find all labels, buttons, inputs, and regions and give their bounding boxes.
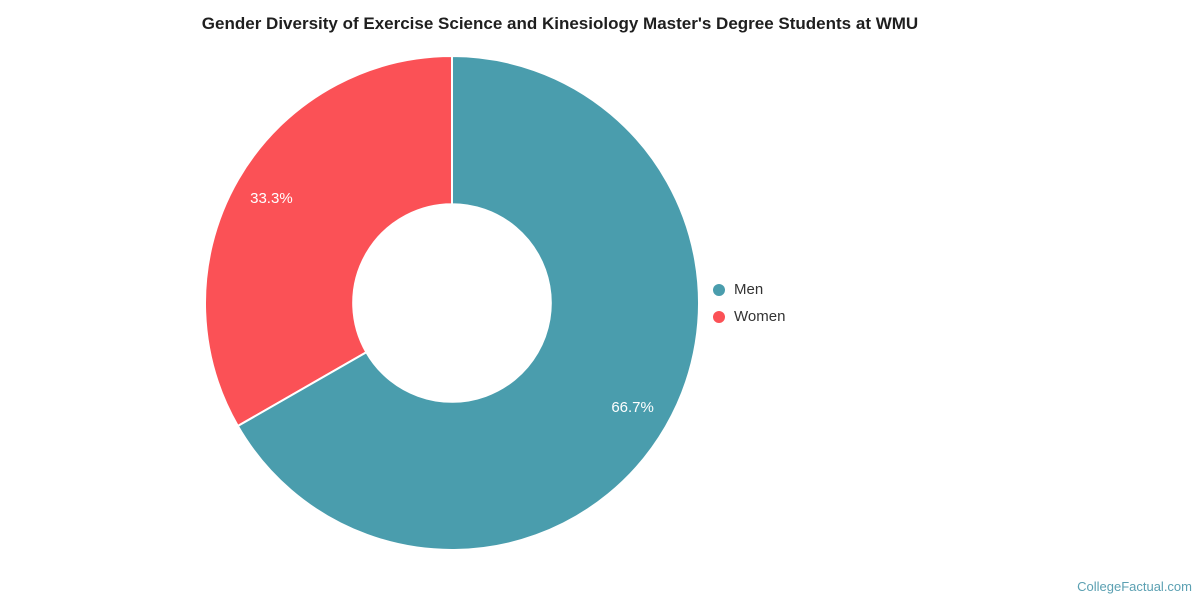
legend-label-men: Men [734, 281, 764, 298]
circle-marker-icon [713, 283, 725, 296]
legend-item-men[interactable]: Men [713, 276, 785, 303]
legend: Men Women [713, 276, 785, 330]
legend-label-women: Women [734, 308, 786, 325]
legend-marker-men-icon [713, 283, 725, 296]
pie-slice-women[interactable] [204, 55, 453, 428]
legend-item-women[interactable]: Women [713, 303, 785, 330]
circle-marker-icon [713, 310, 725, 323]
chart-title: Gender Diversity of Exercise Science and… [201, 14, 919, 33]
watermark-link[interactable]: CollegeFactual.com [1077, 579, 1192, 594]
legend-marker-women-icon [713, 310, 725, 323]
pie-slice-men[interactable] [236, 55, 700, 551]
